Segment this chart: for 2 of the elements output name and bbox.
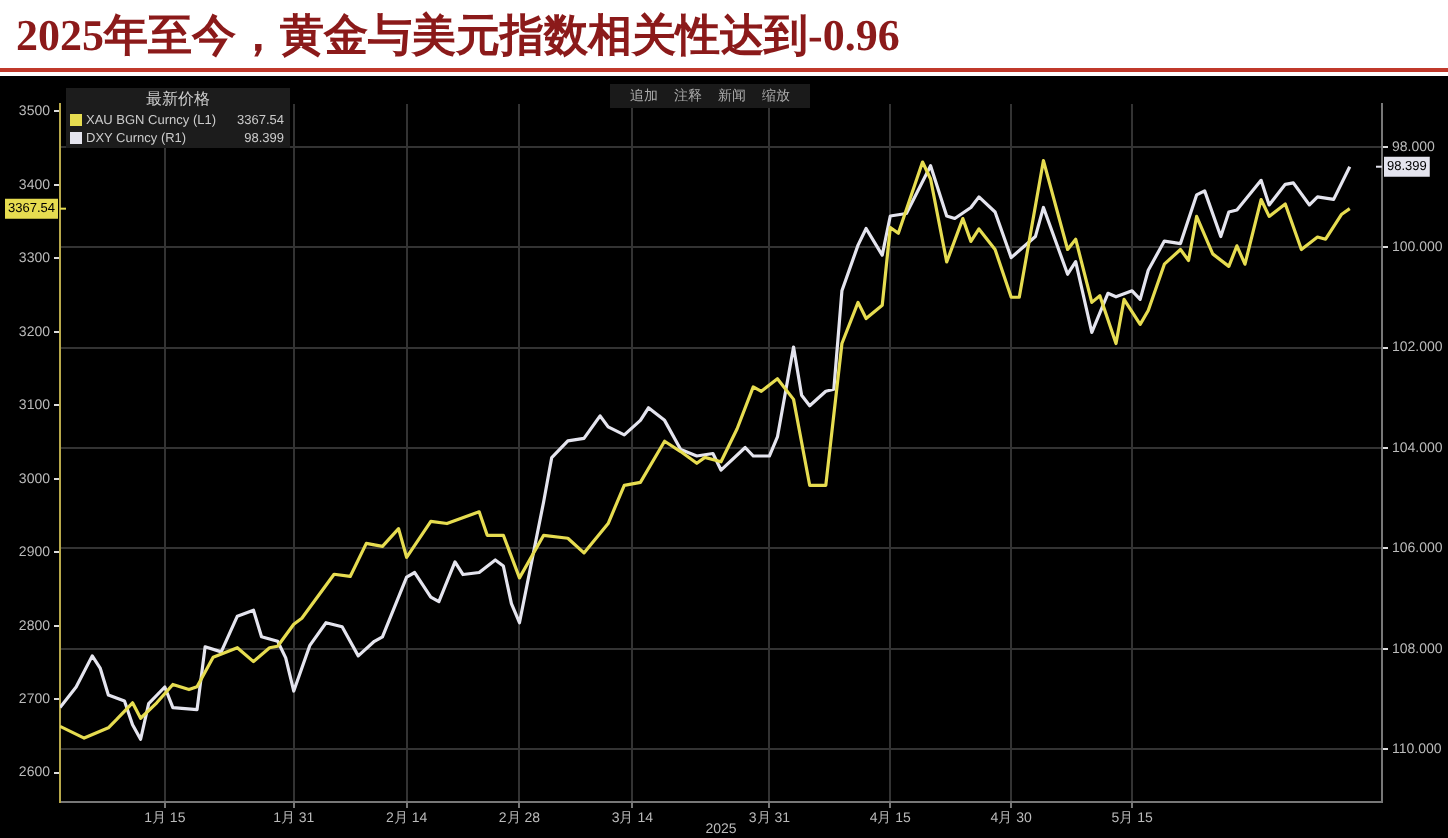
legend-title: 最新价格 [146,90,210,109]
chart-title: 2025年至今，黄金与美元指数相关性达到-0.96 [0,0,1448,72]
